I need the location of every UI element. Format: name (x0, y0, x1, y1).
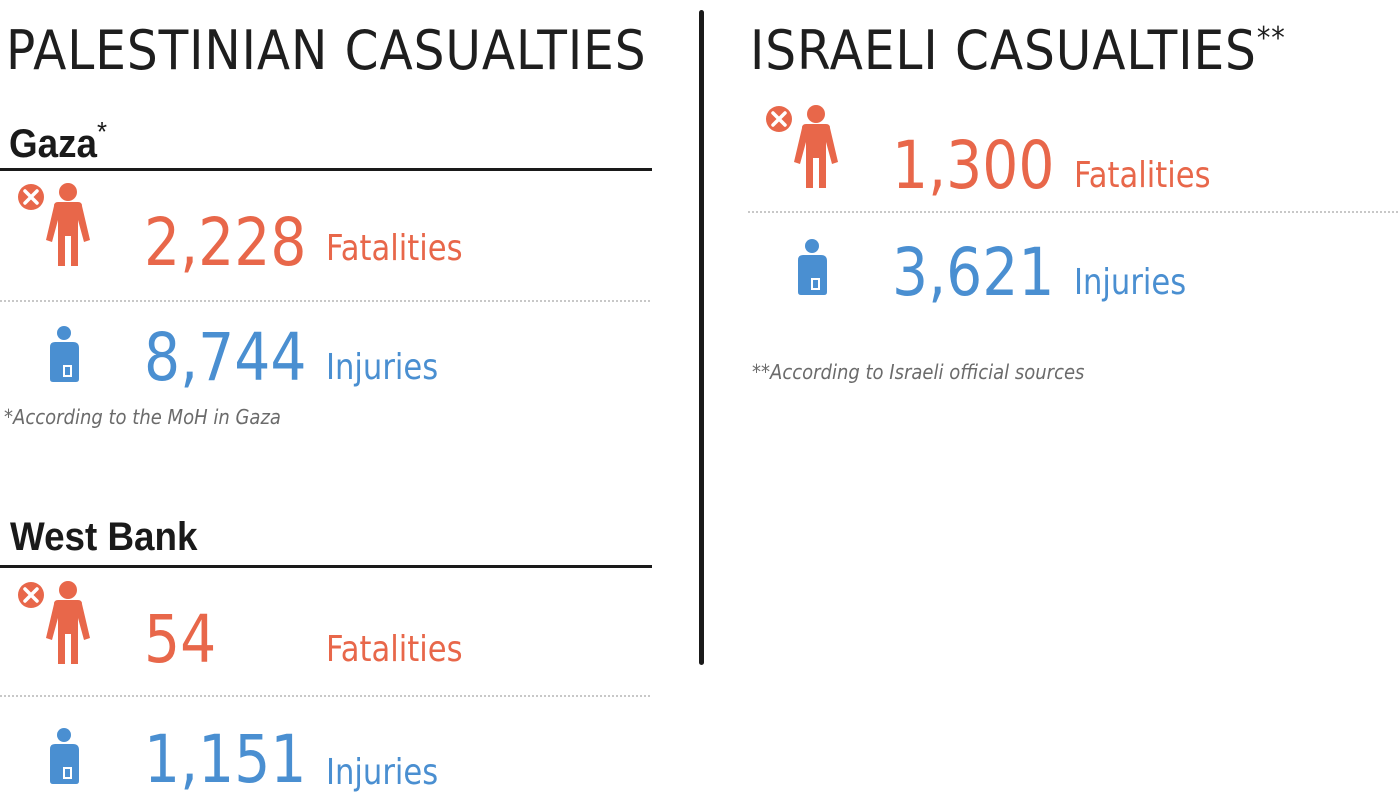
gaza-injuries-value: 8,744 (144, 319, 307, 396)
west-bank-heading-rule (0, 565, 652, 568)
panel-divider (699, 10, 704, 665)
injured-person-icon (798, 239, 827, 295)
west-bank-injuries-value: 1,151 (144, 721, 307, 798)
west-bank-separator (0, 695, 650, 697)
person-with-x-icon (766, 105, 838, 188)
injured-person-icon (50, 728, 79, 784)
israeli-injuries-value: 3,621 (892, 234, 1055, 311)
gaza-footnote-mark: * (96, 116, 107, 147)
west-bank-heading: West Bank (10, 515, 198, 559)
palestinian-casualties-title: PALESTINIAN CASUALTIES (6, 19, 647, 82)
gaza-heading-rule (0, 168, 652, 171)
gaza-source-note: *According to the MoH in Gaza (4, 405, 281, 429)
gaza-fatalities-label: Fatalities (326, 228, 463, 269)
israeli-casualties-title: ISRAELI CASUALTIES** (750, 19, 1286, 82)
gaza-injuries-label: Injuries (326, 347, 439, 388)
israeli-separator (748, 211, 1398, 213)
person-with-x-icon (18, 581, 90, 664)
israeli-fatalities-label: Fatalities (1074, 155, 1211, 196)
israeli-fatalities-value: 1,300 (892, 127, 1055, 204)
west-bank-fatalities-value: 54 (144, 601, 217, 678)
west-bank-fatalities-label: Fatalities (326, 629, 463, 670)
israeli-footnote-mark: ** (1256, 21, 1286, 56)
west-bank-injuries-label: Injuries (326, 752, 439, 793)
gaza-separator (0, 300, 650, 302)
israeli-source-note: **According to Israeli official sources (752, 360, 1085, 384)
gaza-fatalities-value: 2,228 (144, 204, 307, 281)
gaza-heading: Gaza* (9, 116, 107, 166)
injured-person-icon (50, 326, 79, 382)
person-with-x-icon (18, 183, 90, 266)
israeli-injuries-label: Injuries (1074, 262, 1187, 303)
